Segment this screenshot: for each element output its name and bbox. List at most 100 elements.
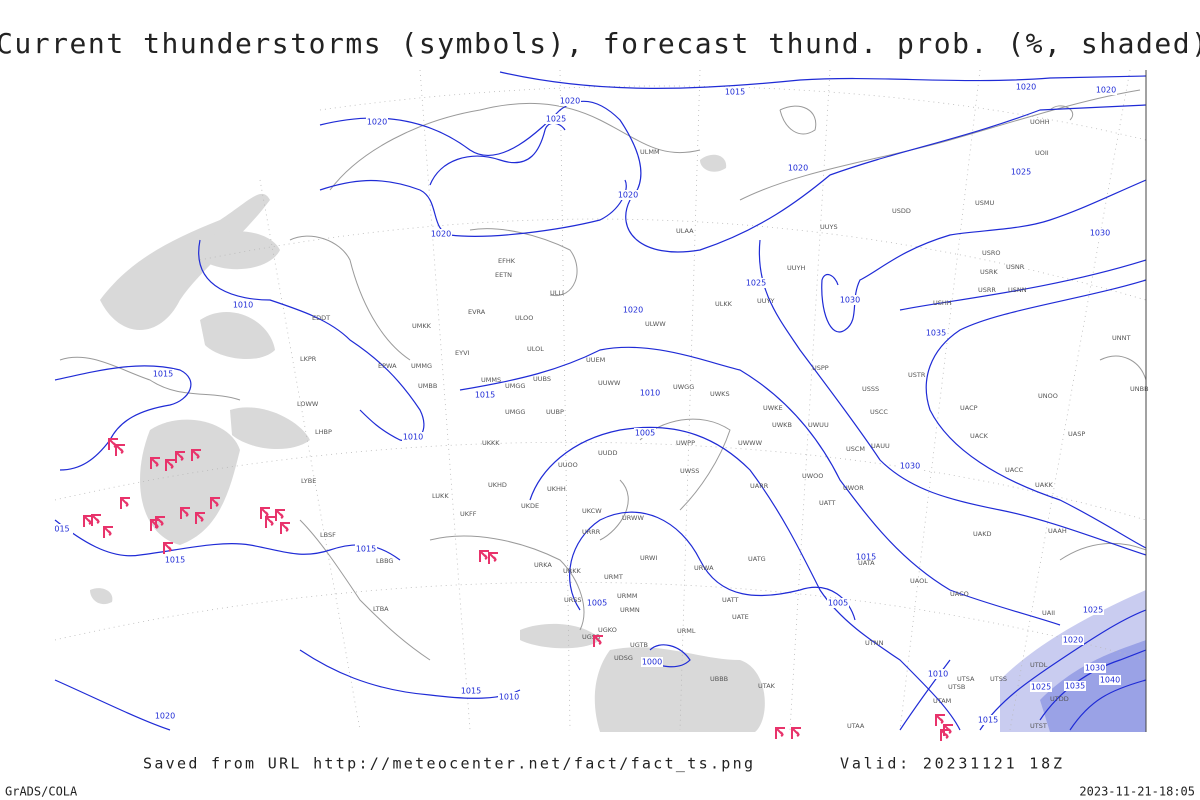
station-code: UNNT (1112, 334, 1130, 342)
isobar-label: 1010 (640, 389, 660, 398)
isobar-label-bg (366, 117, 388, 127)
station-code: LBSF (320, 531, 336, 539)
station-code: USNR (1006, 263, 1025, 271)
isobar-label: 1010 (928, 670, 948, 679)
isobar-label: 1020 (618, 191, 638, 200)
isobars (54, 71, 1147, 731)
isobar-label-bg (634, 428, 656, 438)
station-code: UOII (1035, 149, 1049, 157)
station-code: EFHK (498, 257, 516, 265)
isobar-label-bg (586, 598, 608, 608)
isobar-label-bg (1010, 167, 1032, 177)
station-code: UUWW (598, 379, 621, 387)
isobar-label-bg (1015, 82, 1037, 92)
isobar-label: 1010 (233, 301, 253, 310)
station-code: UUBS (533, 375, 551, 383)
station-code: EETN (495, 271, 512, 279)
isobar-label: 1015 (978, 716, 998, 725)
station-code: URWI (640, 554, 657, 562)
station-code: URMM (617, 592, 638, 600)
thunderstorm-symbol (163, 542, 173, 554)
isobar-label-bg (1089, 228, 1111, 238)
isobar-label-bg (724, 87, 746, 97)
isobar-label-bg (839, 295, 861, 305)
station-code: USCC (870, 408, 888, 416)
isobar-label: 1005 (587, 599, 607, 608)
station-code: UATE (732, 613, 749, 621)
isobar-label: 1020 (155, 712, 175, 721)
station-code: ULOO (515, 314, 533, 322)
station-codes: ULMM ULAA ULLI EFHK EETN EVRA ULOO UMKK EYVI ULOL… (297, 118, 1149, 730)
station-code: UWKE (763, 404, 783, 412)
isobar-label: 1015 (475, 391, 495, 400)
station-code: UMMG (411, 362, 432, 370)
station-code: UASP (1068, 430, 1085, 438)
station-code: ULLI (550, 289, 564, 297)
isobar-label-bg (1082, 605, 1104, 615)
station-code: UWSS (680, 467, 699, 475)
station-code: UWKB (772, 421, 792, 429)
thunderstorm-symbol (260, 507, 270, 519)
isobar-label: 1020 (1096, 86, 1116, 95)
thunderstorm-symbol (791, 727, 801, 739)
station-code: UKDE (521, 502, 539, 510)
thunderstorm-symbols (83, 438, 953, 741)
thunderstorm-symbol (940, 729, 950, 741)
isobar-label-bg (232, 300, 254, 310)
station-code: ULKK (715, 300, 733, 308)
station-code: LOWW (297, 400, 319, 408)
isobar-label: 1020 (431, 230, 451, 239)
station-code: UTAM (933, 697, 951, 705)
station-code: UTSA (957, 675, 975, 683)
isobar-label-bg (639, 388, 661, 398)
station-code: UKHH (547, 485, 566, 493)
station-code: UTSS (990, 675, 1007, 683)
isobar-label: 015 (54, 525, 69, 534)
station-code: UGKO (598, 626, 617, 634)
map-area: 1015 1020 1025 1020 1020 1020 1020 1020 1020 1025… (51, 69, 1149, 741)
isobar-label-bg (474, 390, 496, 400)
station-code: UUYS (820, 223, 838, 231)
thunderstorm-symbol (103, 526, 113, 538)
isobar-label-bg (977, 715, 999, 725)
isobar-label: 1015 (153, 370, 173, 379)
station-code: URML (677, 627, 696, 635)
station-code: UTAA (847, 722, 865, 730)
thunderstorm-symbol (120, 497, 130, 509)
thunderstorm-symbol (180, 507, 190, 519)
isobar-label: 1015 (725, 88, 745, 97)
thunderstorm-symbol (165, 459, 175, 471)
isobar-label: 1025 (546, 115, 566, 124)
station-code: UWUU (808, 421, 829, 429)
isobar-label-bg (617, 190, 639, 200)
isobar-label: 1040 (1100, 676, 1120, 685)
isobar-label: 1025 (1031, 683, 1051, 692)
thunderstorm-symbol (593, 635, 603, 647)
isobar-label-bg (51, 524, 73, 534)
station-code: ULMM (640, 148, 660, 156)
isobar-label-bg (1030, 682, 1052, 692)
station-code: URSS (564, 596, 582, 604)
isobar-label-bg (899, 461, 921, 471)
station-code: EVRA (468, 308, 486, 316)
isobar-label-bg (152, 369, 174, 379)
isobar-label: 1010 (403, 433, 423, 442)
station-code: UUDD (598, 449, 618, 457)
station-code: UWPP (676, 439, 695, 447)
isobar-label-bg (641, 657, 663, 667)
station-code: LUKK (432, 492, 449, 500)
station-code: UWOO (802, 472, 823, 480)
station-code: UWGG (673, 383, 694, 391)
station-code: UATA (858, 559, 875, 567)
station-code: ULAA (676, 227, 694, 235)
station-code: USHH (933, 299, 952, 307)
station-code: LKPR (300, 355, 317, 363)
source-note: Saved from URL http://meteocenter.net/fa… (143, 755, 753, 773)
station-code: UUYH (787, 264, 805, 272)
isobar-label: 1015 (856, 553, 876, 562)
station-code: UATG (748, 555, 766, 563)
isobar-label-bg (927, 669, 949, 679)
thunderstorm-symbol (191, 449, 201, 461)
